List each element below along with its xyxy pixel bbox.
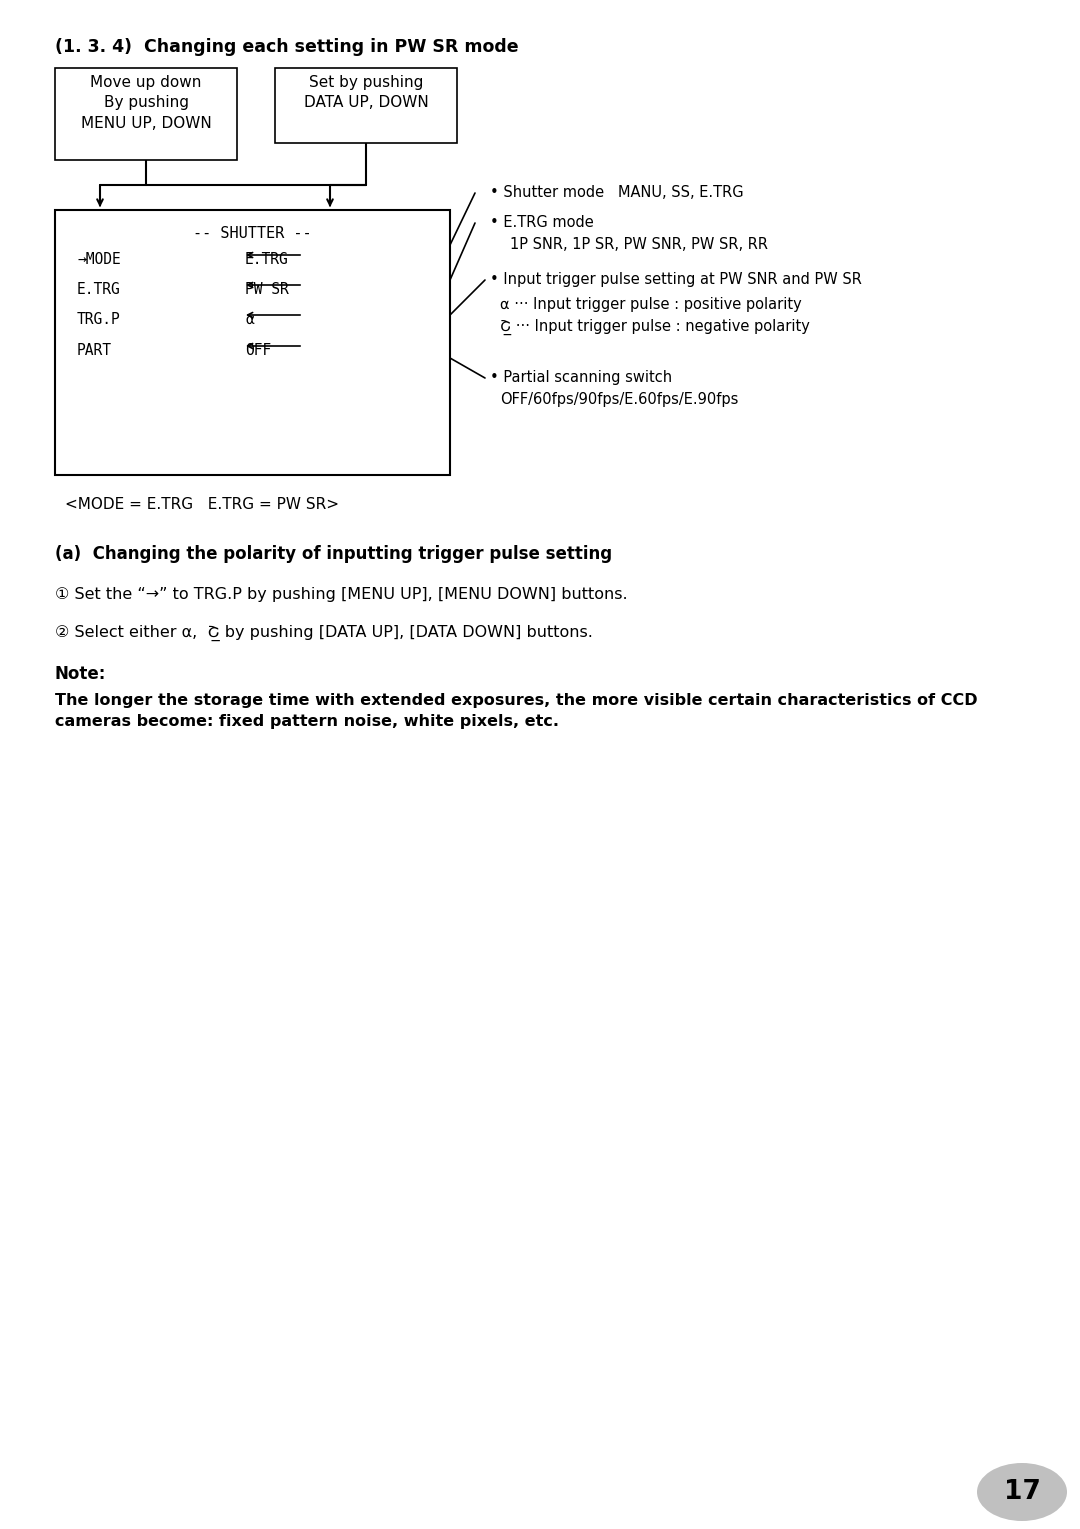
Text: 1P SNR, 1P SR, PW SNR, PW SR, RR: 1P SNR, 1P SR, PW SNR, PW SR, RR bbox=[510, 237, 768, 252]
Text: (1. 3. 4)  Changing each setting in PW SR mode: (1. 3. 4) Changing each setting in PW SR… bbox=[55, 38, 518, 57]
Text: The longer the storage time with extended exposures, the more visible certain ch: The longer the storage time with extende… bbox=[55, 693, 977, 729]
Bar bbox=[55, 67, 237, 161]
Text: ⍺: ⍺ bbox=[245, 312, 254, 327]
Text: ⍺ ··· Input trigger pulse : positive polarity: ⍺ ··· Input trigger pulse : positive pol… bbox=[500, 297, 801, 312]
Text: -- SHUTTER --: -- SHUTTER -- bbox=[193, 226, 312, 242]
Text: • Input trigger pulse setting at PW SNR and PW SR: • Input trigger pulse setting at PW SNR … bbox=[490, 272, 862, 287]
Text: • Shutter mode   MANU, SS, E.TRG: • Shutter mode MANU, SS, E.TRG bbox=[490, 185, 744, 200]
Text: Note:: Note: bbox=[55, 665, 106, 683]
Text: Set by pushing
DATA UP, DOWN: Set by pushing DATA UP, DOWN bbox=[303, 75, 429, 110]
Text: • E.TRG mode: • E.TRG mode bbox=[490, 216, 594, 229]
Text: OFF/60fps/90fps/E.60fps/E.90fps: OFF/60fps/90fps/E.60fps/E.90fps bbox=[500, 391, 739, 407]
Text: • Partial scanning switch: • Partial scanning switch bbox=[490, 370, 672, 385]
Text: ② Select either ⍺,  Շ̲ by pushing [DATA UP], [DATA DOWN] buttons.: ② Select either ⍺, Շ̲ by pushing [DATA U… bbox=[55, 625, 593, 641]
Bar bbox=[55, 209, 450, 476]
Text: Շ̲ ··· Input trigger pulse : negative polarity: Շ̲ ··· Input trigger pulse : negative po… bbox=[500, 320, 810, 335]
Text: OFF: OFF bbox=[245, 342, 271, 358]
Ellipse shape bbox=[977, 1463, 1067, 1521]
Bar bbox=[275, 67, 457, 144]
Text: PW SR: PW SR bbox=[245, 281, 288, 297]
Text: TRG.P: TRG.P bbox=[77, 312, 121, 327]
Text: 17: 17 bbox=[1003, 1479, 1040, 1505]
Text: →MODE: →MODE bbox=[77, 252, 121, 268]
Text: E.TRG: E.TRG bbox=[77, 281, 121, 297]
Text: E.TRG: E.TRG bbox=[245, 252, 288, 268]
Text: PART: PART bbox=[77, 342, 112, 358]
Text: ① Set the “→” to TRG.P by pushing [MENU UP], [MENU DOWN] buttons.: ① Set the “→” to TRG.P by pushing [MENU … bbox=[55, 587, 627, 602]
Text: (a)  Changing the polarity of inputting trigger pulse setting: (a) Changing the polarity of inputting t… bbox=[55, 544, 612, 563]
Text: <MODE = E.TRG   E.TRG = PW SR>: <MODE = E.TRG E.TRG = PW SR> bbox=[65, 497, 339, 512]
Text: Move up down
By pushing
MENU UP, DOWN: Move up down By pushing MENU UP, DOWN bbox=[81, 75, 212, 131]
